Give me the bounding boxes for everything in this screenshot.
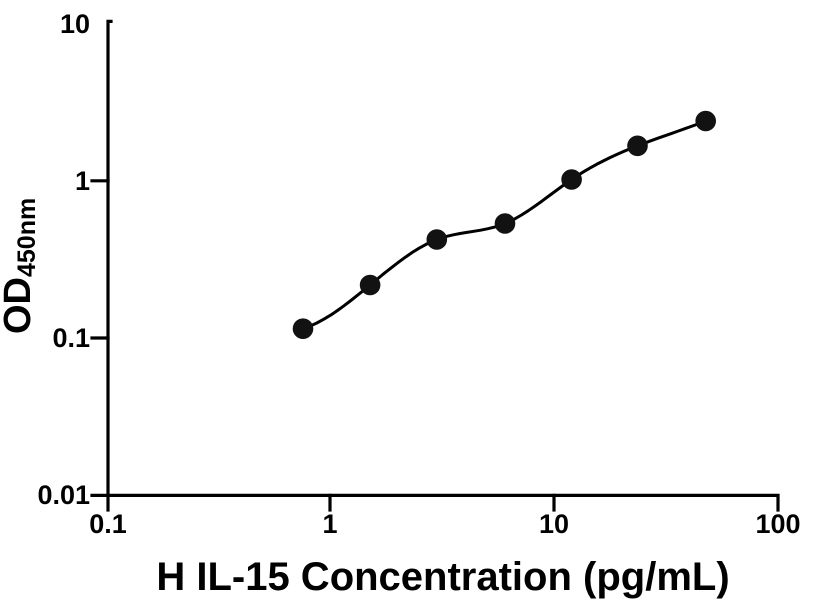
svg-text:0.1: 0.1 (52, 323, 90, 353)
svg-text:10: 10 (539, 509, 569, 539)
svg-text:100: 100 (755, 509, 800, 539)
svg-text:0.01: 0.01 (37, 480, 90, 510)
svg-text:H IL-15 Concentration (pg/mL): H IL-15 Concentration (pg/mL) (156, 555, 729, 599)
svg-text:10: 10 (60, 9, 90, 39)
svg-text:1: 1 (75, 166, 90, 196)
svg-text:1: 1 (322, 509, 337, 539)
svg-text:0.1: 0.1 (89, 509, 127, 539)
